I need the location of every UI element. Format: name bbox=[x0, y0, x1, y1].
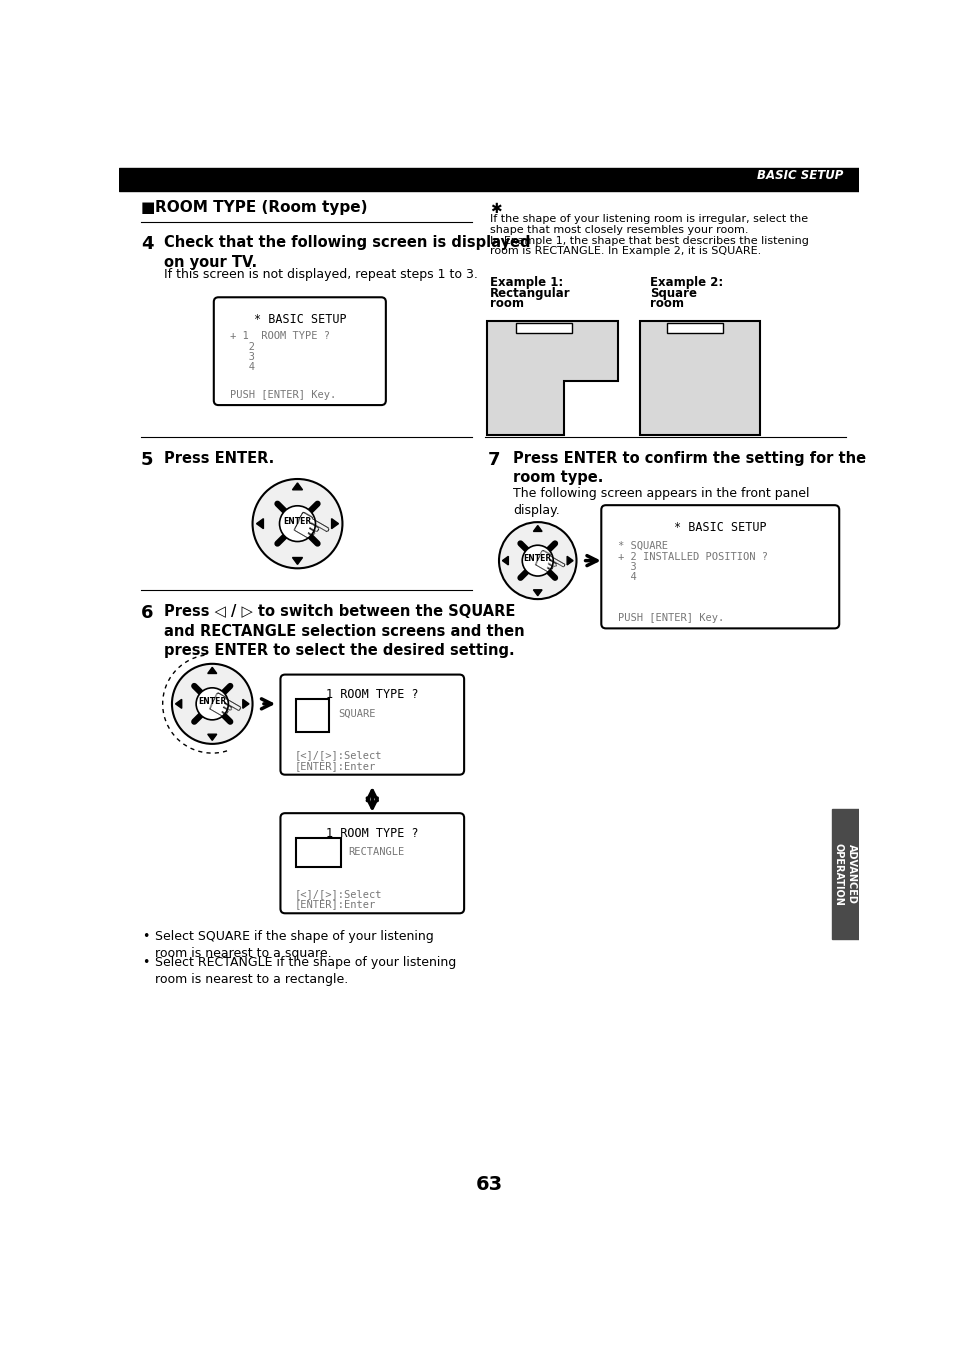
Text: In Example 1, the shape that best describes the listening: In Example 1, the shape that best descri… bbox=[489, 236, 808, 245]
Text: [<]/[>]:Select: [<]/[>]:Select bbox=[294, 749, 381, 760]
Text: ENTER: ENTER bbox=[523, 554, 551, 563]
Polygon shape bbox=[256, 519, 263, 528]
Text: 4: 4 bbox=[141, 235, 153, 253]
Polygon shape bbox=[533, 590, 541, 596]
Text: Select SQUARE if the shape of your listening
room is nearest to a square.: Select SQUARE if the shape of your liste… bbox=[154, 930, 434, 960]
Text: 3: 3 bbox=[617, 562, 636, 572]
Bar bbox=[295, 838, 340, 867]
Circle shape bbox=[172, 663, 253, 744]
Text: * BASIC SETUP: * BASIC SETUP bbox=[253, 313, 346, 326]
Text: ✱: ✱ bbox=[489, 202, 500, 216]
Text: SQUARE: SQUARE bbox=[337, 709, 375, 718]
FancyBboxPatch shape bbox=[280, 674, 464, 775]
Polygon shape bbox=[243, 700, 249, 708]
Text: Press ENTER to confirm the setting for the
room type.: Press ENTER to confirm the setting for t… bbox=[513, 450, 865, 485]
Text: If this screen is not displayed, repeat steps 1 to 3.: If this screen is not displayed, repeat … bbox=[164, 268, 477, 280]
Text: + 2 INSTALLED POSITION ?: + 2 INSTALLED POSITION ? bbox=[617, 553, 767, 562]
Text: The following screen appears in the front panel
display.: The following screen appears in the fron… bbox=[513, 487, 808, 516]
Text: RECTANGLE: RECTANGLE bbox=[348, 848, 404, 857]
FancyBboxPatch shape bbox=[600, 506, 839, 628]
FancyBboxPatch shape bbox=[280, 813, 464, 914]
Text: If the shape of your listening room is irregular, select the: If the shape of your listening room is i… bbox=[489, 214, 807, 224]
Text: ADVANCED
OPERATION: ADVANCED OPERATION bbox=[833, 842, 856, 906]
Circle shape bbox=[253, 479, 342, 569]
Text: Press ◁ / ▷ to switch between the SQUARE
and RECTANGLE selection screens and the: Press ◁ / ▷ to switch between the SQUARE… bbox=[164, 604, 524, 658]
Circle shape bbox=[521, 545, 553, 576]
Text: 5: 5 bbox=[141, 450, 153, 469]
Text: Example 2:: Example 2: bbox=[649, 276, 722, 288]
Polygon shape bbox=[566, 557, 573, 565]
Text: ENTER: ENTER bbox=[283, 516, 312, 526]
Text: BASIC SETUP: BASIC SETUP bbox=[757, 170, 843, 182]
Text: * SQUARE: * SQUARE bbox=[617, 541, 667, 550]
FancyBboxPatch shape bbox=[213, 298, 385, 406]
Polygon shape bbox=[502, 557, 508, 565]
Text: room: room bbox=[489, 298, 523, 310]
Polygon shape bbox=[208, 735, 216, 740]
Text: 3: 3 bbox=[230, 352, 254, 363]
Circle shape bbox=[196, 687, 228, 720]
Text: 2: 2 bbox=[230, 342, 254, 352]
Text: 6: 6 bbox=[141, 604, 153, 621]
Text: ROOM TYPE (Room type): ROOM TYPE (Room type) bbox=[154, 201, 367, 216]
Text: [ENTER]:Enter: [ENTER]:Enter bbox=[294, 899, 375, 910]
Text: shape that most closely resembles your room.: shape that most closely resembles your r… bbox=[489, 225, 747, 235]
Text: Check that the following screen is displayed
on your TV.: Check that the following screen is displ… bbox=[164, 235, 530, 270]
Text: ☞: ☞ bbox=[523, 543, 571, 592]
Polygon shape bbox=[208, 667, 216, 674]
Text: •: • bbox=[142, 956, 150, 969]
Text: Select RECTANGLE if the shape of your listening
room is nearest to a rectangle.: Select RECTANGLE if the shape of your li… bbox=[154, 956, 456, 987]
Polygon shape bbox=[293, 483, 302, 489]
Polygon shape bbox=[533, 526, 541, 531]
Text: ■: ■ bbox=[141, 201, 155, 216]
Text: ☞: ☞ bbox=[280, 503, 336, 561]
Polygon shape bbox=[175, 700, 181, 708]
Text: [ENTER]:Enter: [ENTER]:Enter bbox=[294, 760, 375, 771]
Text: PUSH [ENTER] Key.: PUSH [ENTER] Key. bbox=[230, 390, 336, 399]
Text: ENTER: ENTER bbox=[198, 697, 226, 706]
Text: 1 ROOM TYPE ?: 1 ROOM TYPE ? bbox=[326, 689, 418, 701]
Text: 7: 7 bbox=[487, 450, 499, 469]
Bar bbox=[295, 700, 328, 732]
Bar bbox=[666, 324, 722, 333]
Bar bbox=[831, 809, 858, 940]
Text: •: • bbox=[142, 930, 150, 944]
Polygon shape bbox=[293, 558, 302, 565]
Polygon shape bbox=[486, 321, 618, 435]
Text: Example 1:: Example 1: bbox=[489, 276, 562, 288]
Bar bbox=[516, 324, 571, 333]
Text: 1 ROOM TYPE ?: 1 ROOM TYPE ? bbox=[326, 828, 418, 840]
Bar bbox=[639, 321, 760, 435]
Circle shape bbox=[279, 506, 315, 542]
Polygon shape bbox=[332, 519, 338, 528]
Text: 4: 4 bbox=[617, 572, 636, 582]
Text: ☞: ☞ bbox=[196, 685, 248, 737]
Text: room is RECTANGLE. In Example 2, it is SQUARE.: room is RECTANGLE. In Example 2, it is S… bbox=[489, 247, 760, 256]
Text: Rectangular: Rectangular bbox=[489, 287, 570, 299]
Text: 63: 63 bbox=[475, 1175, 502, 1194]
Text: PUSH [ENTER] Key.: PUSH [ENTER] Key. bbox=[617, 613, 723, 623]
Text: 4: 4 bbox=[230, 363, 254, 372]
Text: * BASIC SETUP: * BASIC SETUP bbox=[673, 520, 766, 534]
Circle shape bbox=[498, 522, 576, 599]
Text: room: room bbox=[649, 298, 683, 310]
Text: + 1  ROOM TYPE ?: + 1 ROOM TYPE ? bbox=[230, 332, 330, 341]
Text: [<]/[>]:Select: [<]/[>]:Select bbox=[294, 888, 381, 899]
Text: Press ENTER.: Press ENTER. bbox=[164, 450, 274, 465]
Text: Square: Square bbox=[649, 287, 697, 299]
Bar bbox=[119, 168, 858, 191]
